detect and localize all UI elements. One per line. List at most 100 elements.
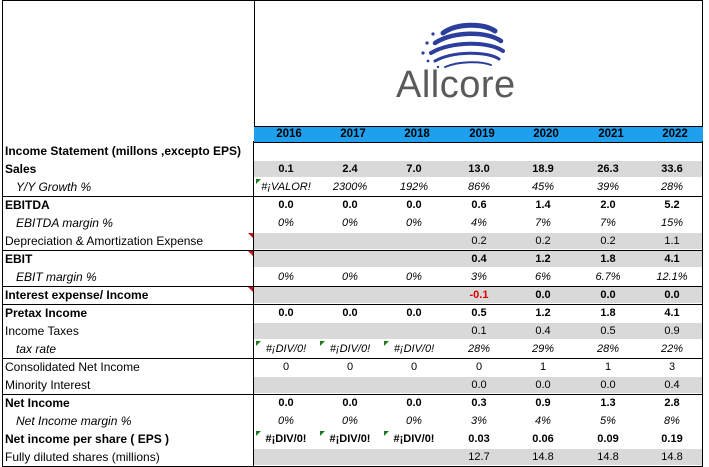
cell-2020[interactable]: 45% — [531, 181, 555, 193]
cell-2021[interactable]: 1.8 — [600, 253, 616, 265]
cell-2020[interactable]: 1 — [539, 361, 547, 373]
cell-2021[interactable]: 39% — [596, 181, 620, 193]
cell-2016[interactable] — [255, 448, 317, 465]
year-header-2020[interactable]: 2020 — [533, 128, 559, 140]
cell-2016[interactable]: 0 — [282, 361, 290, 373]
cell-2017[interactable]: #¡DIV/0! — [329, 433, 371, 445]
cell-2016[interactable] — [255, 286, 317, 303]
cell-2020[interactable]: 1.4 — [535, 199, 551, 211]
cell-2018[interactable]: 0.0 — [406, 199, 422, 211]
cell-2019[interactable]: 12.7 — [468, 451, 490, 463]
cell-2021[interactable]: 5% — [600, 415, 616, 427]
cell-2022[interactable]: 22% — [660, 343, 684, 355]
cell-2016[interactable]: #¡DIV/0! — [265, 433, 307, 445]
cell-2016[interactable]: 0% — [278, 217, 294, 229]
cell-2021[interactable]: 2.0 — [600, 199, 616, 211]
cell-2019[interactable]: 4% — [471, 217, 487, 229]
cell-2021[interactable]: 1.8 — [600, 307, 616, 319]
cell-2020[interactable]: 0.4 — [535, 325, 551, 337]
cell-2018[interactable]: #¡DIV/0! — [393, 433, 435, 445]
cell-2022[interactable]: 0.9 — [664, 325, 680, 337]
year-header-2019[interactable]: 2019 — [469, 128, 495, 140]
cell-2019[interactable]: -0.1 — [469, 289, 489, 301]
year-header-2022[interactable]: 2022 — [662, 128, 688, 140]
cell-2020[interactable]: 1.2 — [535, 307, 551, 319]
cell-2018[interactable] — [383, 232, 445, 249]
cell-2017[interactable]: 0% — [342, 217, 358, 229]
cell-2019[interactable]: 0.4 — [471, 253, 487, 265]
cell-2020[interactable]: 29% — [531, 343, 555, 355]
header-label-cell[interactable] — [2, 0, 255, 141]
cell-2021[interactable]: 26.3 — [597, 163, 619, 175]
cell-2018[interactable]: 192% — [399, 181, 429, 193]
cell-2018[interactable] — [383, 286, 445, 303]
cell-2018[interactable]: 0% — [406, 271, 422, 283]
cell-2019[interactable]: 0.3 — [471, 397, 487, 409]
cell-2018[interactable]: #¡DIV/0! — [393, 343, 435, 355]
cell-2020[interactable]: 1.2 — [535, 253, 551, 265]
cell-2022[interactable]: 3 — [668, 361, 676, 373]
cell-2019[interactable]: 3% — [471, 271, 487, 283]
cell-2019[interactable]: 0 — [475, 361, 483, 373]
cell-2019[interactable]: 0.03 — [468, 433, 490, 445]
cell-2016[interactable]: #¡DIV/0! — [265, 343, 307, 355]
cell-2019[interactable]: 0.1 — [471, 325, 487, 337]
year-header-2016[interactable]: 2016 — [276, 128, 302, 140]
cell-2018[interactable]: 0% — [406, 217, 422, 229]
cell-2021[interactable]: 14.8 — [597, 451, 619, 463]
cell-2016[interactable] — [255, 322, 317, 339]
cell-2016[interactable]: 0.0 — [278, 199, 294, 211]
cell-2017[interactable] — [319, 322, 381, 339]
cell-2019[interactable]: 0.2 — [471, 235, 487, 247]
cell-2018[interactable]: 7.0 — [406, 163, 422, 175]
cell-2017[interactable]: #¡DIV/0! — [329, 343, 371, 355]
cell-2019[interactable]: 0.5 — [471, 307, 487, 319]
year-header-2018[interactable]: 2018 — [404, 128, 430, 140]
cell-2022[interactable]: 12.1% — [656, 271, 688, 283]
cell-2020[interactable]: 6% — [535, 271, 551, 283]
cell-2021[interactable]: 0.0 — [600, 379, 616, 391]
cell-2020[interactable]: 4% — [535, 415, 551, 427]
cell-2017[interactable]: 0 — [346, 361, 354, 373]
cell-2021[interactable]: 0.2 — [600, 235, 616, 247]
cell-2017[interactable] — [319, 448, 381, 465]
cell-2021[interactable]: 28% — [596, 343, 620, 355]
cell-2019[interactable]: 0.6 — [471, 199, 487, 211]
cell-2018[interactable]: 0.0 — [406, 397, 422, 409]
cell-2022[interactable]: 5.2 — [664, 199, 680, 211]
cell-2022[interactable]: 28% — [660, 181, 684, 193]
cell-2020[interactable]: 0.0 — [535, 289, 551, 301]
cell-2021[interactable]: 0.0 — [600, 289, 616, 301]
cell-2016[interactable] — [255, 232, 317, 249]
cell-2022[interactable]: 14.8 — [661, 451, 683, 463]
cell-2019[interactable]: 3% — [471, 415, 487, 427]
cell-2021[interactable]: 6.7% — [595, 271, 621, 283]
cell-2016[interactable]: 0.0 — [278, 397, 294, 409]
cell-2021[interactable]: 0.5 — [600, 325, 616, 337]
cell-2022[interactable]: 33.6 — [661, 163, 683, 175]
cell-2020[interactable]: 18.9 — [532, 163, 554, 175]
cell-2016[interactable] — [255, 376, 317, 393]
cell-2020[interactable]: 7% — [535, 217, 551, 229]
cell-2016[interactable]: 0.0 — [278, 307, 294, 319]
cell-2017[interactable]: 0% — [342, 415, 358, 427]
cell-2020[interactable]: 0.06 — [532, 433, 554, 445]
cell-2020[interactable]: 0.0 — [535, 379, 551, 391]
cell-2022[interactable]: 4.1 — [664, 253, 680, 265]
cell-2018[interactable] — [383, 376, 445, 393]
cell-2016[interactable]: 0% — [278, 271, 294, 283]
cell-2022[interactable]: 1.1 — [664, 235, 680, 247]
cell-2018[interactable] — [383, 448, 445, 465]
year-header-2017[interactable]: 2017 — [340, 128, 366, 140]
cell-2016[interactable]: 0% — [278, 415, 294, 427]
cell-2019[interactable]: 28% — [467, 343, 491, 355]
cell-2016[interactable] — [255, 250, 317, 267]
cell-2022[interactable]: 0.19 — [661, 433, 683, 445]
cell-2022[interactable]: 8% — [664, 415, 680, 427]
cell-2017[interactable]: 0.0 — [342, 307, 358, 319]
cell-2017[interactable]: 2300% — [332, 181, 368, 193]
cell-2018[interactable]: 0% — [406, 415, 422, 427]
cell-2017[interactable]: 2.4 — [342, 163, 358, 175]
cell-2017[interactable]: 0.0 — [342, 397, 358, 409]
cell-2016[interactable]: #¡VALOR! — [261, 181, 311, 193]
